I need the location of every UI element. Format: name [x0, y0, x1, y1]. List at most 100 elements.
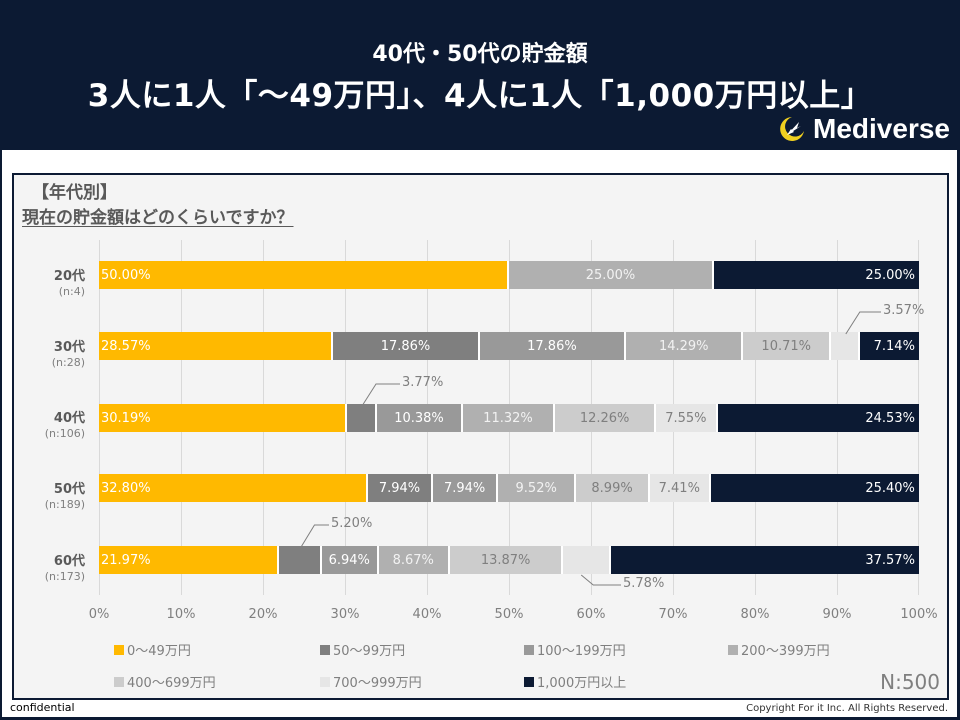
segment-value: 12.26%	[579, 410, 630, 426]
sample-size: (n:189)	[44, 498, 85, 511]
bar-segment: 7.94%	[367, 474, 434, 502]
stacked-bar: 50.00% 25.00% 25.00%	[99, 261, 919, 289]
bar-segment	[831, 332, 861, 360]
bar-segment: 25.00%	[714, 261, 919, 289]
bar-segment: 7.55%	[655, 404, 718, 432]
bar-segment: 7.41%	[649, 474, 711, 502]
legend-item-400-699: 400～699万円	[114, 672, 216, 691]
age-label: 40代	[53, 411, 85, 426]
total-sample-size: N:500	[880, 670, 940, 694]
legend-swatch	[114, 676, 124, 687]
legend-swatch	[114, 644, 124, 655]
segment-value: 28.57%	[101, 338, 151, 354]
callout-label: 5.78%	[623, 576, 665, 591]
segment-value: 7.94%	[378, 480, 421, 496]
bar-segment: 10.38%	[377, 404, 463, 432]
segment-value: 50.00%	[101, 267, 151, 283]
x-tick: 60%	[576, 607, 606, 622]
row-label-30s: 30代 (n:28)	[20, 336, 85, 369]
segment-value: 7.55%	[665, 410, 707, 426]
bar-segment	[346, 404, 378, 432]
x-tick: 100%	[900, 607, 938, 622]
legend-label: 100～199万円	[537, 644, 626, 659]
bar-segment: 30.19%	[99, 404, 347, 432]
question-tag: 【年代別】	[32, 183, 117, 203]
x-tick: 20%	[248, 607, 278, 622]
bar-segment: 50.00%	[99, 261, 509, 289]
segment-value: 21.97%	[101, 552, 151, 568]
row-label-40s: 40代 (n:106)	[20, 407, 85, 440]
legend-item-50-99: 50～99万円	[320, 640, 405, 659]
bar-segment: 21.97%	[99, 546, 280, 574]
legend-label: 700～999万円	[333, 676, 422, 691]
bar-segment: 8.67%	[378, 546, 450, 574]
bar-segment: 28.57%	[99, 332, 334, 360]
legend-item-0-49: 0～49万円	[114, 640, 191, 659]
segment-value: 7.41%	[658, 480, 700, 496]
header-banner: 40代・50代の貯金額 3人に1人「～49万円」、4人に1人「1,000万円以上…	[0, 0, 960, 150]
x-tick: 90%	[822, 607, 852, 622]
bar-segment: 13.87%	[449, 546, 564, 574]
legend-label: 400～699万円	[127, 676, 216, 691]
mediverse-logo: Mediverse	[777, 112, 950, 146]
bar-segment: 10.71%	[743, 332, 832, 360]
x-tick: 80%	[740, 607, 770, 622]
segment-value: 37.57%	[865, 552, 915, 568]
sample-size: (n:28)	[51, 356, 85, 369]
stacked-bar: 30.19% 10.38% 11.32% 12.26% 7.55% 24.53%	[99, 404, 919, 432]
question-text: 現在の貯金額はどのくらいですか？	[22, 208, 294, 228]
segment-value: 7.14%	[873, 338, 915, 354]
header-subtitle: 40代・50代の貯金額	[372, 42, 588, 67]
x-tick: 30%	[330, 607, 360, 622]
bar-segment: 25.40%	[710, 474, 919, 502]
stacked-bar: 32.80% 7.94% 7.94% 9.52% 8.99% 7.41% 25.40%	[99, 474, 919, 502]
segment-value: 8.99%	[591, 480, 633, 496]
sample-size: (n:4)	[58, 285, 85, 298]
bar-segment: 17.86%	[479, 332, 627, 360]
segment-value: 10.71%	[761, 338, 811, 354]
bar-segment: 14.29%	[626, 332, 744, 360]
copyright-text: Copyright For it Inc. All Rights Reserve…	[746, 703, 948, 714]
legend-label: 50～99万円	[333, 644, 406, 659]
legend-item-100-199: 100～199万円	[524, 640, 626, 659]
x-tick: 10%	[166, 607, 196, 622]
bar-segment: 24.53%	[717, 404, 919, 432]
segment-value: 6.94%	[328, 552, 370, 568]
bar-segment: 37.57%	[610, 546, 919, 574]
stacked-bar: 28.57% 17.86% 17.86% 14.29% 10.71% 7.14%	[99, 332, 919, 360]
legend-swatch	[320, 644, 330, 655]
header-title: 3人に1人「～49万円」、4人に1人「1,000万円以上」	[87, 78, 873, 114]
legend-label: 1,000万円以上	[537, 676, 627, 691]
segment-value: 10.38%	[394, 410, 444, 426]
row-label-50s: 50代 (n:189)	[20, 478, 85, 511]
callout-label: 3.57%	[883, 303, 925, 318]
segment-value: 8.67%	[392, 552, 434, 568]
x-tick: 40%	[412, 607, 442, 622]
legend-label: 0～49万円	[127, 644, 191, 659]
bar-segment: 7.14%	[860, 332, 919, 360]
bar-segment: 17.86%	[333, 332, 480, 360]
x-tick: 50%	[494, 607, 524, 622]
bar-segment: 32.80%	[99, 474, 368, 502]
age-label: 20代	[53, 269, 85, 284]
legend-swatch	[524, 676, 534, 687]
bar-segment: 12.26%	[555, 404, 656, 432]
age-label: 30代	[53, 340, 85, 355]
age-label: 50代	[53, 482, 85, 497]
segment-value: 14.29%	[658, 338, 709, 354]
segment-value: 7.94%	[443, 480, 486, 496]
bar-segment: 7.94%	[433, 474, 499, 502]
sample-size: (n:173)	[44, 570, 85, 583]
segment-value: 11.32%	[483, 410, 533, 426]
segment-value: 13.87%	[480, 552, 531, 568]
sample-size: (n:106)	[44, 427, 85, 440]
rocket-moon-icon	[780, 117, 805, 141]
logo-text: Mediverse	[813, 113, 950, 144]
legend-item-700-999: 700～999万円	[320, 672, 422, 691]
segment-value: 17.86%	[527, 338, 577, 354]
bar-segment	[279, 546, 322, 574]
legend-swatch	[524, 644, 534, 655]
legend-label: 200～399万円	[741, 644, 830, 659]
confidential-label: confidential	[10, 701, 75, 714]
segment-value: 17.86%	[380, 338, 431, 354]
